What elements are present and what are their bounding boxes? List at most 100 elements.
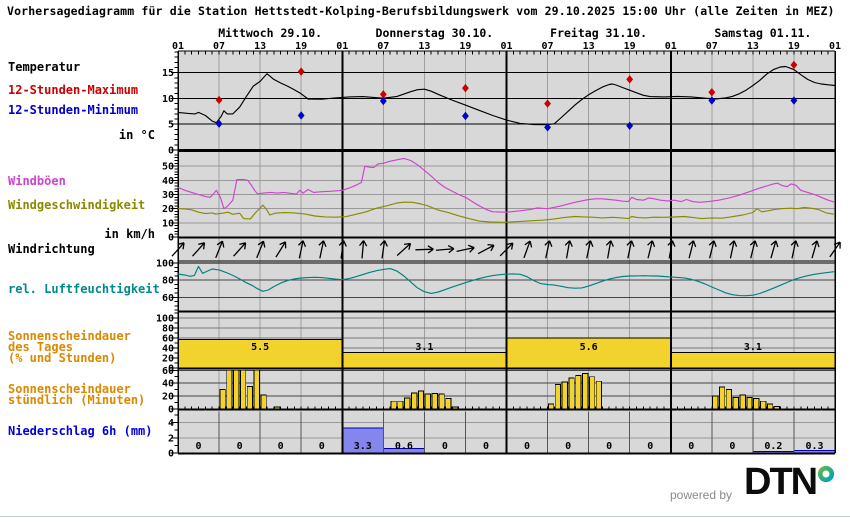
- wind-arrow-icon: [275, 241, 287, 258]
- marker-diamond: [626, 75, 634, 84]
- wind-arrow-icon: [585, 240, 594, 259]
- sunshine-hourly-bar: [397, 400, 404, 410]
- marker-diamond: [297, 111, 305, 120]
- hour-label: 01: [665, 41, 677, 52]
- sunshine-hourly-bar: [246, 385, 254, 410]
- hour-label: 01: [172, 41, 184, 52]
- sunshine-hourly-bar: [226, 369, 233, 410]
- sunshine-hourly-bar: [554, 384, 561, 410]
- marker-diamond: [379, 90, 387, 99]
- marker-diamond: [544, 123, 551, 132]
- wind-arrow-icon: [564, 240, 573, 259]
- precip-value: 0: [606, 441, 612, 452]
- wind-arrow-icon: [605, 240, 614, 259]
- sunshine-daily-value: 3.1: [415, 342, 433, 353]
- powered-by-text: powered by: [670, 488, 733, 502]
- precip-value: 0: [442, 441, 448, 452]
- sunshine-hourly-bar: [253, 369, 260, 410]
- hour-label: 07: [706, 41, 718, 52]
- hour-label: 19: [788, 41, 800, 52]
- label-sonnenschein-stunde-1: Sonnenscheindauer: [8, 382, 131, 396]
- wind-arrow-icon: [790, 240, 799, 259]
- wind-arrow-icon: [435, 245, 455, 254]
- marker-diamond: [544, 99, 551, 108]
- wind-arrow-icon: [338, 240, 347, 259]
- precip-value: 0.2: [764, 441, 782, 452]
- dtn-logo: DTN: [744, 461, 818, 503]
- wind-arrow-icon: [688, 240, 697, 259]
- wind-arrow-icon: [256, 240, 266, 259]
- sunshine-hourly-bar: [766, 403, 774, 410]
- day-label: Freitag 31.10.: [550, 26, 647, 40]
- series-temperature: [177, 65, 836, 126]
- y-axis-label: 0: [168, 146, 174, 157]
- label-windgeschwindigkeit: Windgeschwindigkeit: [8, 198, 146, 212]
- y-axis-label: 40: [162, 379, 174, 390]
- sunshine-hourly-bar: [431, 393, 438, 410]
- hour-label: 07: [213, 41, 225, 52]
- y-axis-label: 0: [168, 364, 174, 375]
- marker-diamond: [790, 96, 798, 105]
- label-12h-maximum: 12-Stunden-Maximum: [8, 83, 139, 97]
- sunshine-daily-value: 3.1: [744, 342, 762, 353]
- label-wind-unit: in km/h: [104, 227, 155, 241]
- precip-value: 0.6: [395, 441, 413, 452]
- sunshine-daily-value: 5.6: [580, 342, 598, 353]
- wind-arrow-icon: [749, 240, 758, 259]
- wind-arrow-icon: [171, 242, 185, 257]
- sunshine-hourly-bar: [739, 394, 746, 410]
- y-axis-label: 10: [162, 218, 174, 229]
- sunshine-hourly-bar: [719, 386, 726, 410]
- label-temperatur: Temperatur: [8, 60, 81, 74]
- sunshine-daily-bar: [341, 352, 507, 369]
- label-niederschlag: Niederschlag 6h (mm): [8, 424, 153, 438]
- y-axis-label: 80: [162, 276, 174, 287]
- label-temp-unit: in °C: [118, 128, 155, 142]
- series-humidity: [177, 265, 836, 297]
- y-axis-label: 4: [168, 418, 174, 429]
- marker-diamond: [790, 60, 798, 70]
- bottom-divider: [0, 516, 850, 517]
- y-axis-label: 0: [168, 233, 174, 244]
- sunshine-hourly-bar: [582, 373, 589, 410]
- label-windboeen: Windböen: [8, 174, 66, 188]
- label-12h-minimum: 12-Stunden-Minimum: [8, 103, 139, 117]
- y-axis-label: 100: [156, 259, 174, 270]
- hour-label: 01: [829, 41, 841, 52]
- y-axis-label: 40: [162, 344, 174, 355]
- wind-arrow-icon: [318, 240, 327, 259]
- y-axis-label: 20: [162, 392, 174, 403]
- y-axis-label: 15: [162, 68, 174, 79]
- precip-value: 0.3: [805, 441, 823, 452]
- wind-arrow-icon: [415, 245, 434, 254]
- wind-arrow-icon: [477, 243, 495, 255]
- sunshine-hourly-bar: [445, 398, 452, 410]
- sunshine-hourly-bar: [753, 398, 760, 410]
- marker-diamond: [626, 121, 634, 130]
- hour-label: 01: [500, 41, 512, 52]
- wind-arrow-icon: [359, 240, 368, 259]
- wind-arrow-icon: [379, 240, 388, 259]
- sunshine-hourly-bar: [712, 395, 719, 410]
- marker-diamond: [462, 83, 469, 93]
- sunshine-hourly-bar: [732, 396, 739, 410]
- label-sonnenschein-stunde-2: stündlich (Minuten): [8, 393, 146, 407]
- wind-arrow-icon: [215, 240, 225, 259]
- sunshine-hourly-bar: [575, 375, 582, 410]
- label-sonnenschein-tag-3: (% und Stunden): [8, 351, 117, 365]
- y-axis-label: 5: [168, 120, 174, 131]
- sunshine-hourly-bar: [588, 376, 596, 410]
- wind-arrow-icon: [729, 240, 738, 259]
- wind-arrow-icon: [396, 242, 412, 257]
- precip-bar: [341, 427, 384, 454]
- sunshine-hourly-bar: [417, 390, 425, 410]
- precip-value: 0: [237, 441, 243, 452]
- marker-diamond: [708, 96, 716, 105]
- label-sonnenschein-tag-1: Sonnenscheindauer: [8, 329, 131, 343]
- marker-diamond: [708, 88, 716, 97]
- precip-value: 0: [524, 441, 530, 452]
- sunshine-hourly-bar: [260, 394, 267, 410]
- sunshine-hourly-bar: [595, 380, 603, 410]
- sunshine-hourly-bar: [424, 393, 431, 410]
- hour-label: 13: [418, 41, 430, 52]
